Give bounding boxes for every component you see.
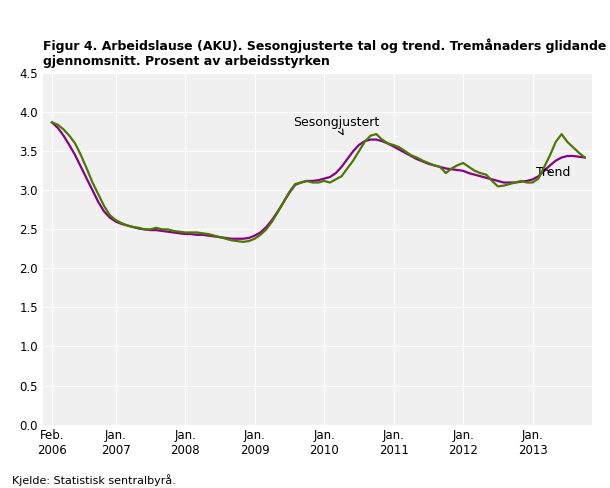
Text: Figur 4. Arbeidslause (AKU). Sesongjusterte tal og trend. Tremånaders glidande
g: Figur 4. Arbeidslause (AKU). Sesongjuste… xyxy=(43,38,606,68)
Text: Sesongjustert: Sesongjustert xyxy=(293,116,379,135)
Text: Trend: Trend xyxy=(536,166,570,179)
Text: Kjelde: Statistisk sentralbyrå.: Kjelde: Statistisk sentralbyrå. xyxy=(12,474,176,486)
